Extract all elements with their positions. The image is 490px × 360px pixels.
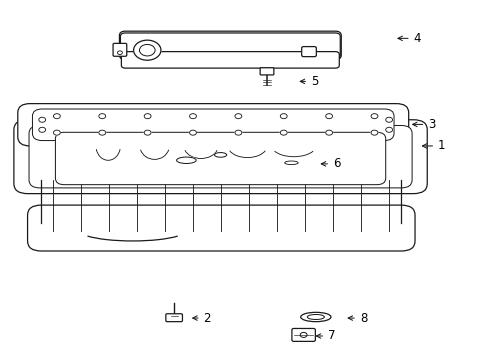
Circle shape [386, 117, 392, 122]
Circle shape [39, 117, 46, 122]
FancyBboxPatch shape [14, 120, 427, 194]
Circle shape [190, 114, 196, 119]
Circle shape [235, 114, 242, 119]
FancyBboxPatch shape [260, 68, 274, 75]
FancyBboxPatch shape [27, 205, 415, 251]
Ellipse shape [279, 159, 304, 166]
Text: 6: 6 [321, 157, 341, 170]
FancyBboxPatch shape [55, 132, 386, 185]
Circle shape [280, 130, 287, 135]
Circle shape [99, 130, 106, 135]
Ellipse shape [301, 312, 331, 321]
Circle shape [53, 130, 60, 135]
FancyBboxPatch shape [32, 109, 394, 140]
Text: 8: 8 [348, 311, 367, 325]
Circle shape [53, 114, 60, 119]
FancyBboxPatch shape [18, 104, 409, 146]
Circle shape [386, 127, 392, 132]
Text: 3: 3 [413, 118, 436, 131]
Circle shape [300, 332, 307, 337]
Circle shape [190, 130, 196, 135]
FancyBboxPatch shape [113, 43, 127, 56]
FancyBboxPatch shape [302, 46, 317, 57]
FancyBboxPatch shape [120, 31, 341, 59]
Circle shape [371, 130, 378, 135]
Circle shape [144, 114, 151, 119]
Text: 5: 5 [300, 75, 318, 88]
FancyBboxPatch shape [29, 126, 412, 188]
Circle shape [371, 114, 378, 119]
Ellipse shape [176, 157, 196, 163]
Circle shape [99, 114, 106, 119]
Circle shape [134, 40, 161, 60]
Text: 7: 7 [317, 329, 336, 342]
Text: 2: 2 [193, 311, 211, 325]
FancyBboxPatch shape [166, 314, 182, 321]
Text: 1: 1 [422, 139, 445, 152]
Circle shape [326, 130, 333, 135]
FancyBboxPatch shape [121, 33, 340, 59]
Ellipse shape [215, 153, 227, 157]
Ellipse shape [307, 315, 324, 319]
Circle shape [235, 130, 242, 135]
Text: 4: 4 [398, 32, 421, 45]
Circle shape [280, 114, 287, 119]
FancyBboxPatch shape [122, 51, 339, 68]
Circle shape [326, 114, 333, 119]
FancyBboxPatch shape [292, 328, 316, 341]
Circle shape [39, 127, 46, 132]
Circle shape [144, 130, 151, 135]
Circle shape [140, 44, 155, 56]
